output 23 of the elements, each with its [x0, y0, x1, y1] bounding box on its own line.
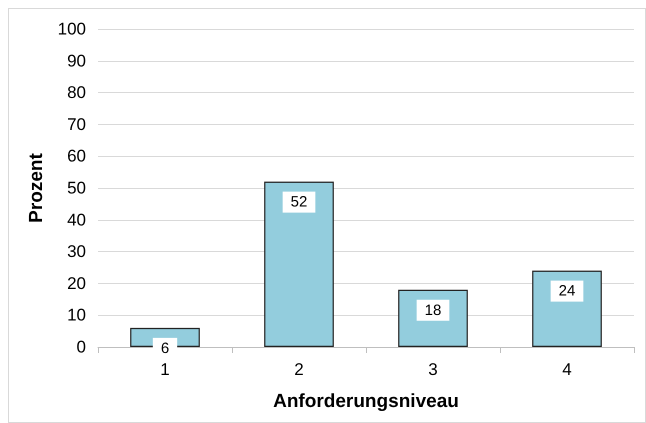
y-tick-label: 60 — [67, 146, 86, 166]
bar — [532, 270, 602, 347]
data-label: 6 — [160, 340, 170, 357]
x-tick-label: 2 — [294, 360, 304, 379]
x-axis-title: Anforderungsniveau — [273, 391, 459, 412]
y-tick-label: 70 — [67, 114, 86, 134]
y-tick-label: 0 — [76, 338, 86, 356]
y-tick-label: 10 — [67, 306, 86, 325]
bar — [264, 182, 334, 347]
y-tick-label: 80 — [67, 83, 86, 102]
y-axis-title: Prozent — [26, 152, 47, 223]
y-tick-label: 100 — [58, 20, 86, 38]
y-tick-label: 20 — [67, 274, 86, 293]
data-label: 52 — [290, 194, 308, 211]
data-label: 18 — [424, 302, 442, 319]
y-tick-label: 40 — [67, 210, 86, 230]
y-tick-label: 30 — [67, 242, 86, 262]
y-tick-label: 50 — [67, 178, 86, 198]
data-label: 24 — [558, 282, 576, 300]
y-tick-label: 90 — [67, 51, 86, 70]
x-tick-label: 4 — [562, 360, 572, 379]
x-tick-label: 3 — [428, 360, 438, 379]
x-tick-label: 1 — [160, 360, 170, 379]
